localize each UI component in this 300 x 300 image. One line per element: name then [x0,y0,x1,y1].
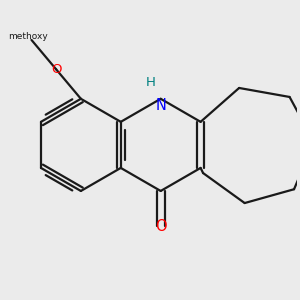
Text: O: O [51,63,62,76]
Text: methoxy: methoxy [8,32,48,41]
Text: O: O [155,219,167,234]
Text: N: N [155,98,166,113]
Text: H: H [146,76,156,89]
